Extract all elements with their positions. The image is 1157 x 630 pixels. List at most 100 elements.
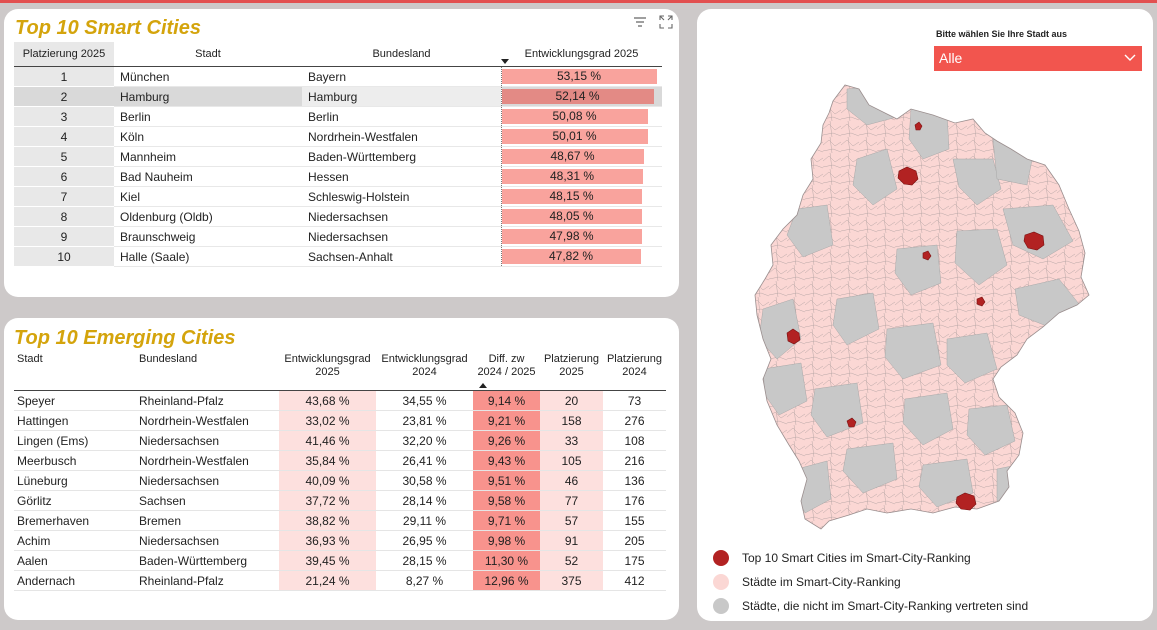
city-braunschweig[interactable] — [976, 296, 986, 307]
city-hamburg[interactable] — [897, 166, 919, 186]
city-berlin[interactable] — [1023, 231, 1045, 251]
cell-state: Nordrhein-Westfalen — [302, 126, 501, 147]
top10-smart-cities-card: Top 10 Smart Cities Platzierung 2025 Sta… — [4, 9, 679, 297]
col-header-city[interactable]: Stadt — [14, 353, 136, 391]
legend-label-ranked: Städte im Smart-City-Ranking — [742, 575, 901, 589]
legend-item-ranked: Städte im Smart-City-Ranking — [713, 574, 901, 590]
cell-dev-2025: 35,84 % — [279, 450, 376, 471]
table-row[interactable]: 7 Kiel Schleswig-Holstein 48,15 % — [14, 186, 662, 207]
dev-bar: 50,01 % — [502, 129, 648, 144]
cell-rank-2024: 175 — [603, 550, 666, 571]
cell-state: Nordrhein-Westfalen — [136, 450, 279, 471]
cell-dev-2024: 26,41 % — [376, 450, 473, 471]
header-line: 2024 — [412, 366, 437, 378]
table-row[interactable]: Görlitz Sachsen 37,72 % 28,14 % 9,58 % 77 176 — [14, 490, 666, 511]
cell-rank-2025: 57 — [540, 510, 603, 531]
legend-label-unranked: Städte, die nicht im Smart-City-Ranking … — [742, 599, 1029, 613]
cell-city: Braunschweig — [114, 226, 302, 247]
expand-icon[interactable] — [659, 15, 673, 29]
cell-diff: 9,71 % — [473, 510, 540, 531]
table-row[interactable]: 9 Braunschweig Niedersachsen 47,98 % — [14, 226, 662, 247]
col-header-dev-2024[interactable]: Entwicklungsgrad 2024 — [376, 353, 473, 391]
cell-city: Halle (Saale) — [114, 246, 302, 267]
col-header-dev-label: Entwicklungsgrad 2025 — [524, 48, 639, 60]
cell-rank: 2 — [14, 86, 114, 107]
city-select-dropdown[interactable]: Alle — [934, 46, 1142, 71]
table-row[interactable]: Lüneburg Niedersachsen 40,09 % 30,58 % 9,51 … — [14, 470, 666, 491]
cell-rank-2025: 33 — [540, 430, 603, 451]
col-header-city[interactable]: Stadt — [114, 42, 302, 67]
table-row[interactable]: 6 Bad Nauheim Hessen 48,31 % — [14, 166, 662, 187]
emerging-table: Stadt Bundesland Entwicklungsgrad 2025 En… — [14, 353, 666, 591]
cell-state: Rheinland-Pfalz — [136, 390, 279, 411]
cell-state: Rheinland-Pfalz — [136, 570, 279, 591]
cell-dev: 50,01 % — [500, 126, 662, 147]
table-row[interactable]: 2 Hamburg Hamburg 52,14 % — [14, 86, 662, 107]
table-row[interactable]: 1 München Bayern 53,15 % — [14, 66, 662, 87]
table-row[interactable]: Lingen (Ems) Niedersachsen 41,46 % 32,20 % 9… — [14, 430, 666, 451]
table-row[interactable]: 3 Berlin Berlin 50,08 % — [14, 106, 662, 127]
table-row[interactable]: Achim Niedersachsen 36,93 % 26,95 % 9,98 % 91… — [14, 530, 666, 551]
city-kiel[interactable] — [914, 121, 923, 131]
cell-rank: 4 — [14, 126, 114, 147]
table-row[interactable]: Meerbusch Nordrhein-Westfalen 35,84 % 26,41… — [14, 450, 666, 471]
cell-city: Achim — [14, 530, 136, 551]
header-line: 2024 — [622, 366, 647, 378]
col-header-rank-2024[interactable]: Platzierung 2024 — [603, 353, 666, 391]
legend-item-unranked: Städte, die nicht im Smart-City-Ranking … — [713, 598, 1028, 614]
table-row[interactable]: 4 Köln Nordrhein-Westfalen 50,01 % — [14, 126, 662, 147]
germany-map[interactable] — [697, 9, 1153, 549]
legend-label-top10: Top 10 Smart Cities im Smart-City-Rankin… — [742, 551, 971, 565]
col-header-rank[interactable]: Platzierung 2025 — [14, 42, 114, 67]
cell-city: Meerbusch — [14, 450, 136, 471]
city-mannheim[interactable] — [846, 417, 857, 428]
cell-city: Hattingen — [14, 410, 136, 431]
dev-bar: 52,14 % — [502, 89, 654, 104]
cell-diff: 9,21 % — [473, 410, 540, 431]
cell-state: Hamburg — [302, 86, 501, 107]
col-header-rank-2025[interactable]: Platzierung 2025 — [540, 353, 603, 391]
cell-dev-2024: 23,81 % — [376, 410, 473, 431]
table-row[interactable]: Andernach Rheinland-Pfalz 21,24 % 8,27 % 12,… — [14, 570, 666, 591]
col-header-diff[interactable]: Diff. zw 2024 / 2025 — [473, 353, 540, 391]
emerging-title: Top 10 Emerging Cities — [14, 327, 236, 349]
col-header-state[interactable]: Bundesland — [136, 353, 279, 391]
table-header-row: Stadt Bundesland Entwicklungsgrad 2025 En… — [14, 353, 666, 391]
table-row[interactable]: Speyer Rheinland-Pfalz 43,68 % 34,55 % 9,14 … — [14, 390, 666, 411]
table-row[interactable]: 8 Oldenburg (Oldb) Niedersachsen 48,05 % — [14, 206, 662, 227]
cell-rank-2025: 46 — [540, 470, 603, 491]
city-muenchen[interactable] — [955, 492, 977, 511]
sort-asc-icon — [479, 383, 487, 388]
cell-city: Lingen (Ems) — [14, 430, 136, 451]
col-header-dev[interactable]: Entwicklungsgrad 2025 — [501, 42, 662, 67]
col-header-state[interactable]: Bundesland — [302, 42, 501, 67]
cell-dev-2025: 38,82 % — [279, 510, 376, 531]
map-regions — [755, 85, 1089, 529]
city-oldenburg[interactable] — [922, 250, 932, 261]
cell-diff: 9,43 % — [473, 450, 540, 471]
table-row[interactable]: 5 Mannheim Baden-Württemberg 48,67 % — [14, 146, 662, 167]
cell-rank: 7 — [14, 186, 114, 207]
cell-state: Niedersachsen — [136, 470, 279, 491]
cell-rank: 9 — [14, 226, 114, 247]
cell-state: Sachsen-Anhalt — [302, 246, 501, 267]
cell-rank-2024: 108 — [603, 430, 666, 451]
dev-value: 53,15 % — [556, 69, 602, 83]
table-row[interactable]: Aalen Baden-Württemberg 39,45 % 28,15 % 11,3… — [14, 550, 666, 571]
table-row[interactable]: Hattingen Nordrhein-Westfalen 33,02 % 23,81… — [14, 410, 666, 431]
table-row[interactable]: 10 Halle (Saale) Sachsen-Anhalt 47,82 % — [14, 246, 662, 267]
filter-icon[interactable] — [633, 15, 647, 29]
dev-bar: 48,31 % — [502, 169, 643, 184]
dev-bar: 47,82 % — [502, 249, 641, 264]
col-header-dev-2025[interactable]: Entwicklungsgrad 2025 — [279, 353, 376, 391]
cell-state: Berlin — [302, 106, 501, 127]
cell-rank-2024: 176 — [603, 490, 666, 511]
table-header-row: Platzierung 2025 Stadt Bundesland Entwic… — [14, 42, 662, 67]
dev-value: 50,08 % — [552, 109, 597, 123]
legend-dot-unranked — [713, 598, 729, 614]
cell-rank-2025: 375 — [540, 570, 603, 591]
cell-state: Hessen — [302, 166, 501, 187]
table-row[interactable]: Bremerhaven Bremen 38,82 % 29,11 % 9,71 % 57 1… — [14, 510, 666, 531]
cell-diff: 11,30 % — [473, 550, 540, 571]
city-koeln[interactable] — [786, 328, 801, 345]
